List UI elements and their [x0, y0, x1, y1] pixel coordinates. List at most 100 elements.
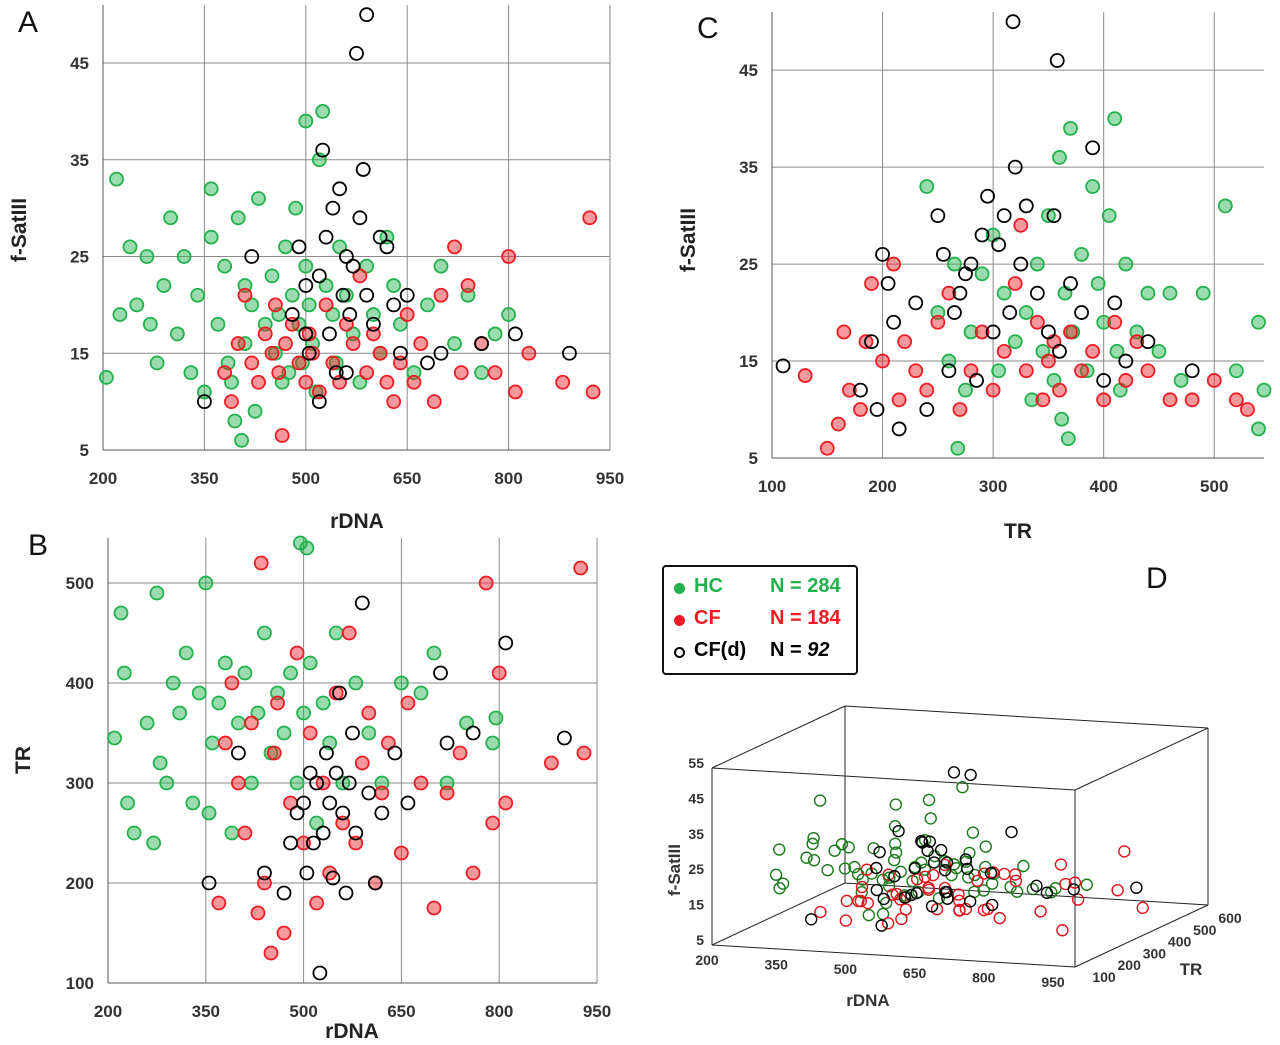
point-hc-a	[301, 297, 317, 313]
point-cf-b	[498, 795, 514, 811]
point-hc-b	[257, 625, 272, 641]
point-cf-a	[501, 249, 517, 264]
point-3d-hc	[806, 837, 819, 851]
point-cf-b	[426, 900, 442, 916]
point-3d-hc	[968, 868, 981, 882]
point-cf-b	[576, 745, 592, 761]
point-cf-b	[309, 895, 325, 911]
point-cfd-a	[393, 345, 408, 361]
point-hc-c	[1195, 285, 1211, 301]
point-3d-cf	[993, 911, 1006, 925]
point-cf-a	[399, 307, 415, 322]
point-hc-b	[426, 645, 442, 661]
point-cfd-b	[387, 745, 403, 761]
point-hc-a	[230, 210, 246, 226]
point-cf-b	[348, 835, 364, 851]
legend-count-cfd: N = 92	[770, 639, 830, 661]
point-cfd-c	[1184, 363, 1200, 379]
point-3d-hc	[1045, 886, 1058, 899]
point-hc-c	[996, 285, 1012, 301]
point-cfd-c	[947, 305, 962, 320]
point-hc-b	[204, 735, 220, 751]
y-tick-label-d: 15	[688, 897, 704, 913]
point-cf-c	[1184, 392, 1200, 408]
point-hc-b	[328, 625, 344, 641]
point-3d-hc	[773, 843, 786, 856]
point-hc-a	[210, 316, 226, 332]
point-3d-cfd	[915, 834, 928, 848]
point-3d-cf	[839, 914, 853, 927]
point-cf-a	[271, 365, 287, 381]
y-axis-label-c: f-SatIII	[677, 208, 700, 272]
point-cf-c	[1140, 363, 1156, 379]
y-tick-label-a: 45	[70, 54, 89, 73]
point-hc-a	[281, 365, 297, 381]
point-3d-cf	[855, 880, 869, 894]
point-cfd-b	[325, 870, 341, 886]
point-cf-c	[897, 334, 913, 350]
y-tick-label-c: 5	[749, 449, 758, 468]
point-cf-c	[1107, 314, 1123, 330]
y-tick-label-c: 45	[739, 61, 758, 80]
point-hc-b	[185, 795, 201, 811]
panel-letter-a: A	[18, 6, 38, 39]
point-hc-a	[288, 200, 304, 216]
point-3d-cfd	[934, 843, 948, 857]
point-3d-cf	[952, 888, 965, 901]
point-cf-c	[830, 416, 846, 432]
y-tick-label-a: 35	[70, 151, 89, 170]
x-axis-label-b: rDNA	[325, 1020, 379, 1043]
point-hc-c	[1256, 382, 1272, 398]
x-tick-label-b: 650	[387, 1002, 415, 1021]
point-3d-cf	[814, 905, 827, 919]
x-tick-label-c: 500	[1200, 477, 1228, 496]
point-cf-c	[996, 343, 1012, 359]
y-tick-label-b: 500	[66, 574, 94, 593]
point-cf-b	[380, 735, 396, 751]
point-3d-hc	[807, 853, 821, 867]
x-tick-label-a: 650	[393, 469, 421, 488]
point-cfd-a	[507, 326, 523, 342]
point-cf-a	[230, 336, 246, 351]
y-tick-label-c: 15	[739, 352, 758, 371]
point-cf-a	[359, 365, 375, 381]
point-3d-hc	[855, 886, 868, 899]
point-3d-cf	[1008, 868, 1022, 881]
point-3d-cfd	[892, 824, 905, 838]
point-3d-cf	[981, 902, 995, 916]
point-cfd-b	[319, 745, 334, 761]
point-cfd-a	[291, 239, 307, 255]
box-edge-depth	[1074, 904, 1209, 968]
point-hc-c	[1101, 208, 1117, 224]
point-cfd-a	[322, 326, 337, 342]
point-cfd-b	[332, 685, 347, 701]
point-hc-a	[251, 191, 266, 206]
point-cfd-c	[1029, 285, 1045, 301]
point-3d-cf	[1034, 905, 1047, 918]
x-tick-label-c: 100	[758, 477, 786, 496]
point-3d-hc	[776, 877, 790, 890]
point-cfd-c	[996, 208, 1012, 224]
point-3d-cfd	[927, 856, 941, 869]
x-tick-label-b: 500	[289, 1002, 317, 1021]
legend-name-cfd: CF(d)	[694, 639, 747, 661]
point-cf-b	[465, 865, 481, 881]
point-cf-a	[433, 287, 449, 303]
point-3d-cfd	[910, 886, 923, 900]
point-hc-c	[963, 324, 979, 340]
point-cf-c	[908, 363, 924, 379]
point-cfd-b	[465, 725, 481, 741]
point-hc-b	[302, 655, 318, 671]
point-cfd-a	[359, 287, 375, 303]
point-hc-a	[298, 258, 314, 274]
point-cfd-c	[935, 246, 951, 262]
point-cf-a	[217, 365, 233, 381]
point-3d-cfd	[1005, 825, 1018, 839]
z-tick-label-d: 600	[1218, 910, 1242, 926]
x-tick-label-b: 350	[192, 1002, 220, 1021]
point-hc-c	[1173, 373, 1189, 388]
panel-letter-c: C	[697, 12, 719, 45]
point-cfd-c	[941, 363, 957, 379]
legend-name-hc: HC	[694, 575, 723, 597]
